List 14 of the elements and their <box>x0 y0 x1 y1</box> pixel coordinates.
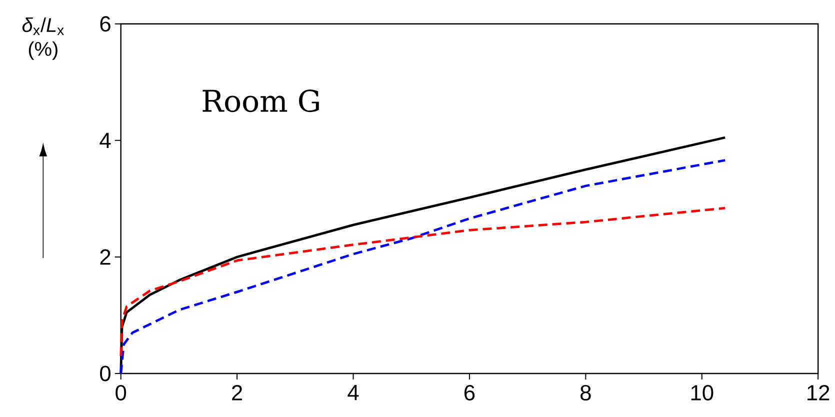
y-axis-title: δ$_{x}$/L$_{x}$ (%) <box>22 17 64 60</box>
x-tick-label: 6 <box>464 384 475 400</box>
x-tick-label: 12 <box>808 384 830 400</box>
y-tick-label: 0 <box>100 366 110 382</box>
y-tick-label: 6 <box>100 16 110 32</box>
annotation: Room G <box>202 89 319 112</box>
line-series <box>120 206 726 358</box>
y-tick-label: 2 <box>100 249 110 264</box>
x-tick-label: 2 <box>232 384 242 400</box>
x-tick-label: 4 <box>348 384 359 400</box>
y-tick-label: 4 <box>100 132 111 148</box>
x-tick-label: 10 <box>691 384 714 400</box>
x-tick-label: 8 <box>580 384 591 400</box>
x-tick-label: 0 <box>116 384 126 400</box>
